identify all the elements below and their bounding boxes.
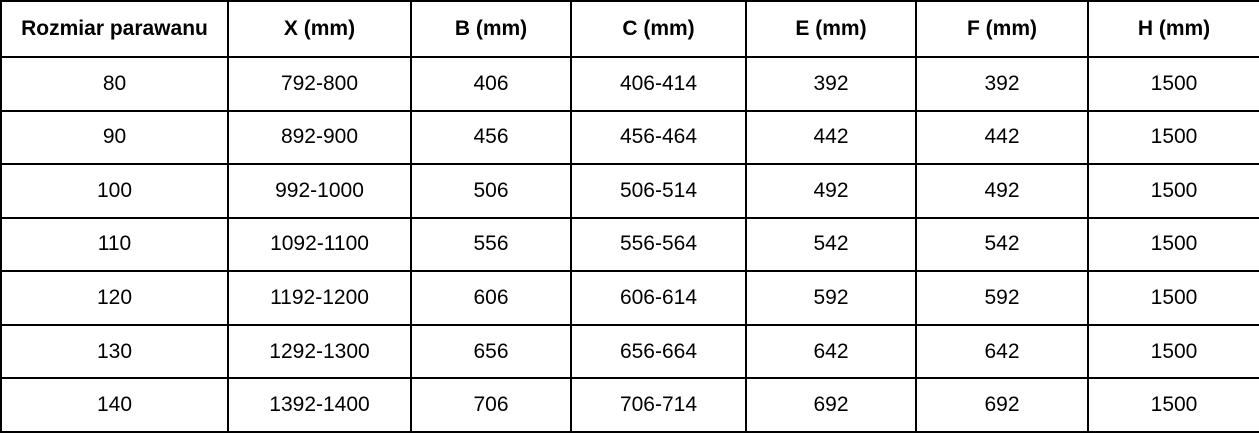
table-cell: 1392-1400 (227, 377, 412, 433)
table-cell: 90 (0, 109, 229, 166)
column-header-6: H (mm) (1087, 0, 1259, 58)
table-cell: 1500 (1087, 216, 1259, 273)
table-cell: 556-564 (570, 216, 747, 273)
table-cell: 506 (410, 163, 572, 219)
table-cell: 606 (410, 270, 572, 326)
table-cell: 1092-1100 (227, 216, 412, 273)
table-cell: 542 (915, 216, 1089, 273)
table-cell: 456 (410, 109, 572, 166)
table-row: 110 1092-1100 556 556-564 542 542 1500 (0, 216, 1259, 273)
table-row: 130 1292-1300 656 656-664 642 642 1500 (0, 323, 1259, 380)
table-row: 120 1192-1200 606 606-614 592 592 1500 (0, 270, 1259, 326)
table-cell: 492 (745, 163, 917, 219)
table-cell: 1500 (1087, 163, 1259, 219)
table-cell: 1292-1300 (227, 323, 412, 380)
table-cell: 642 (745, 323, 917, 380)
table-cell: 140 (0, 377, 229, 433)
table-cell: 892-900 (227, 109, 412, 166)
table-cell: 130 (0, 323, 229, 380)
table-cell: 456-464 (570, 109, 747, 166)
table-cell: 392 (745, 56, 917, 112)
table-cell: 556 (410, 216, 572, 273)
table-cell: 692 (915, 377, 1089, 433)
table-cell: 1500 (1087, 56, 1259, 112)
table-cell: 592 (915, 270, 1089, 326)
column-header-2: B (mm) (410, 0, 572, 58)
table-row: 100 992-1000 506 506-514 492 492 1500 (0, 163, 1259, 219)
table-cell: 110 (0, 216, 229, 273)
column-header-0: Rozmiar parawanu (0, 0, 229, 58)
table-cell: 442 (745, 109, 917, 166)
table-cell: 592 (745, 270, 917, 326)
table-cell: 80 (0, 56, 229, 112)
column-header-4: E (mm) (745, 0, 917, 58)
table-row: 80 792-800 406 406-414 392 392 1500 (0, 56, 1259, 112)
table-cell: 706 (410, 377, 572, 433)
table-header-row: Rozmiar parawanu X (mm) B (mm) C (mm) E (mm)… (0, 0, 1259, 58)
column-header-5: F (mm) (915, 0, 1089, 58)
table-cell: 442 (915, 109, 1089, 166)
table-cell: 1500 (1087, 377, 1259, 433)
table-cell: 792-800 (227, 56, 412, 112)
table-body: 80 792-800 406 406-414 392 392 1500 90 892-900 45… (0, 56, 1259, 433)
table-cell: 392 (915, 56, 1089, 112)
table-cell: 406-414 (570, 56, 747, 112)
table-cell: 406 (410, 56, 572, 112)
column-header-1: X (mm) (227, 0, 412, 58)
table-cell: 492 (915, 163, 1089, 219)
table-header: Rozmiar parawanu X (mm) B (mm) C (mm) E (mm)… (0, 0, 1259, 58)
table-cell: 100 (0, 163, 229, 219)
table-cell: 1500 (1087, 270, 1259, 326)
table-cell: 120 (0, 270, 229, 326)
table-cell: 992-1000 (227, 163, 412, 219)
table-cell: 706-714 (570, 377, 747, 433)
table-cell: 656 (410, 323, 572, 380)
table-row: 140 1392-1400 706 706-714 692 692 1500 (0, 377, 1259, 433)
table-row: 90 892-900 456 456-464 442 442 1500 (0, 109, 1259, 166)
column-header-3: C (mm) (570, 0, 747, 58)
table-cell: 692 (745, 377, 917, 433)
table-cell: 1500 (1087, 109, 1259, 166)
table-cell: 506-514 (570, 163, 747, 219)
table-cell: 542 (745, 216, 917, 273)
table-cell: 606-614 (570, 270, 747, 326)
table-cell: 1500 (1087, 323, 1259, 380)
table-cell: 642 (915, 323, 1089, 380)
table-cell: 1192-1200 (227, 270, 412, 326)
table-cell: 656-664 (570, 323, 747, 380)
